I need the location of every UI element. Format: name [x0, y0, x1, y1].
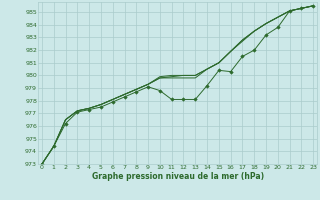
X-axis label: Graphe pression niveau de la mer (hPa): Graphe pression niveau de la mer (hPa)	[92, 172, 264, 181]
